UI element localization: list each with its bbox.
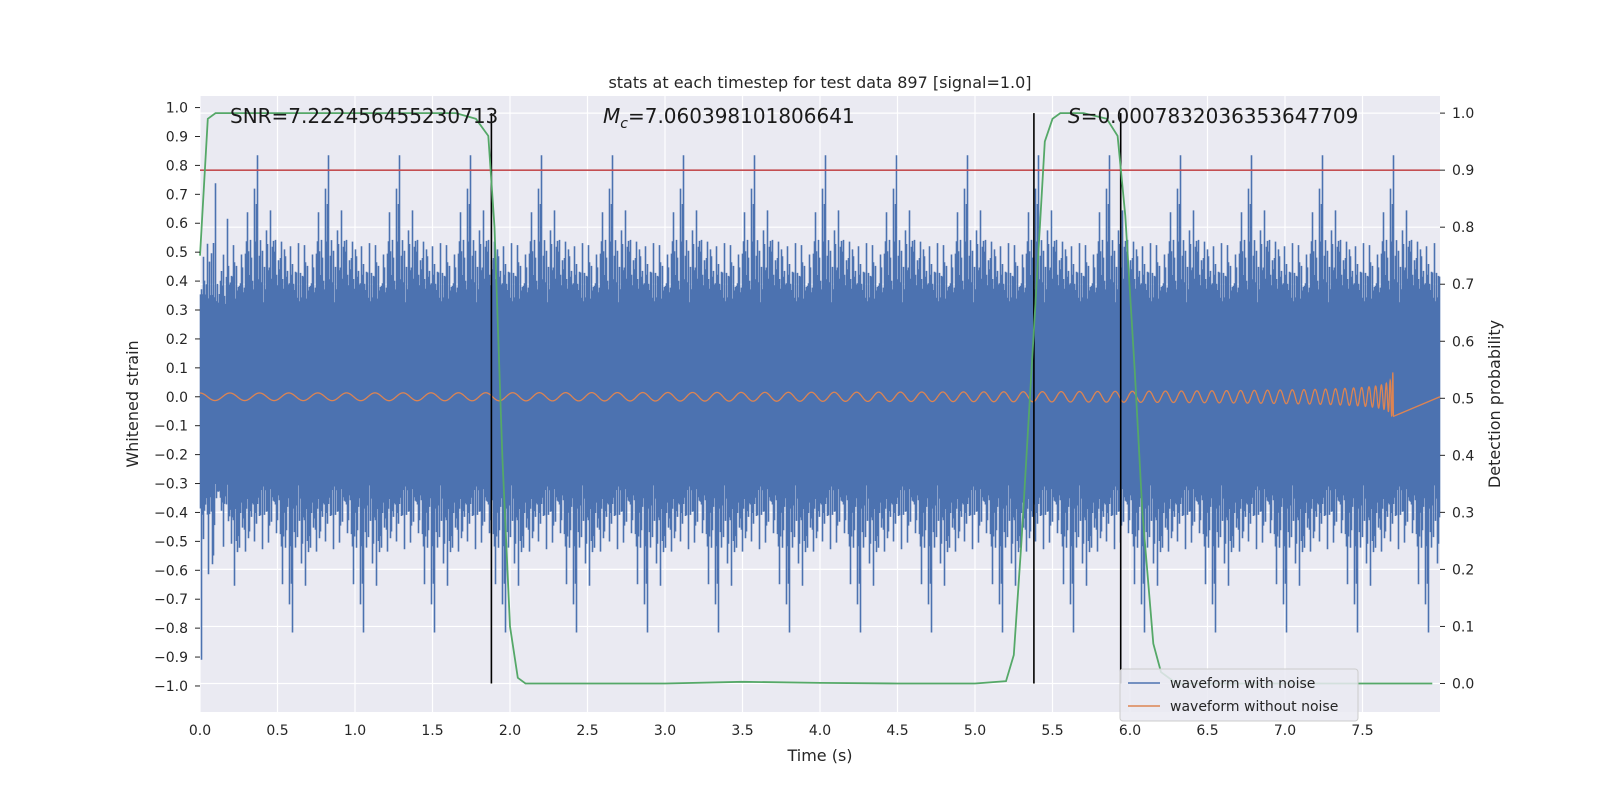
clean-waveform-series — [200, 372, 1441, 418]
right-tick-label: 0.2 — [1452, 562, 1474, 578]
left-tick-label: 0.6 — [166, 216, 188, 232]
left-tick-label: −0.7 — [154, 592, 188, 608]
x-tick-label: 3.5 — [731, 723, 753, 739]
right-tick-label: 0.7 — [1452, 277, 1474, 293]
left-tick-label: −0.4 — [154, 505, 188, 521]
snr-annotation: SNR=7.222456455230713 — [230, 104, 498, 128]
left-tick-label: 0.8 — [166, 158, 188, 174]
mc-annotation: Mc=7.060398101806641 — [603, 104, 855, 132]
s-annotation: S=0.0007832036353647709 — [1068, 104, 1358, 128]
right-tick-label: 0.0 — [1452, 676, 1474, 692]
overlay-lines — [199, 112, 1440, 685]
x-tick-label: 7.5 — [1351, 723, 1373, 739]
left-tick-label: 0.2 — [166, 332, 188, 348]
x-tick-label: 2.0 — [499, 723, 521, 739]
left-tick-label: 0.5 — [166, 245, 188, 261]
left-tick-label: −0.2 — [154, 448, 188, 464]
left-tick-label: 0.7 — [166, 187, 188, 203]
left-tick-label: 0.9 — [166, 129, 188, 145]
x-tick-label: 6.0 — [1119, 723, 1141, 739]
right-tick-label: 0.9 — [1452, 163, 1474, 179]
left-axis-ticks: 1.0 0.9 0.8 0.7 0.6 0.5 0.4 0.3 0.2 0.1 0.0 −0.1 −0.… — [154, 101, 200, 695]
left-tick-label: −0.8 — [154, 621, 188, 637]
left-tick-label: 0.4 — [166, 274, 188, 290]
x-tick-label: 2.5 — [576, 723, 598, 739]
s-annotation-value: =0.0007832036353647709 — [1081, 104, 1359, 128]
x-tick-label: 5.0 — [964, 723, 986, 739]
x-tick-label: 4.0 — [809, 723, 831, 739]
left-tick-label: −1.0 — [154, 679, 188, 695]
left-tick-label: −0.5 — [154, 534, 188, 550]
x-axis-ticks: 0.0 0.5 1.0 1.5 2.0 2.5 3.0 3.5 4.0 4.5 5.0 5.5 6.0 6… — [189, 723, 1374, 739]
left-tick-label: −0.1 — [154, 419, 188, 435]
x-tick-label: 0.5 — [266, 723, 288, 739]
right-tick-label: 0.4 — [1452, 448, 1474, 464]
chart-title: stats at each timestep for test data 897… — [608, 73, 1031, 92]
left-tick-label: 1.0 — [166, 101, 188, 117]
right-tick-label: 0.8 — [1452, 220, 1474, 236]
right-tick-label: 0.6 — [1452, 334, 1474, 350]
x-tick-label: 1.5 — [421, 723, 443, 739]
x-tick-label: 7.0 — [1274, 723, 1296, 739]
legend-noise-label: waveform with noise — [1170, 676, 1315, 692]
right-tick-label: 0.3 — [1452, 505, 1474, 521]
left-tick-label: 0.3 — [166, 303, 188, 319]
clean-waveform-line — [200, 372, 1441, 418]
left-tick-label: −0.3 — [154, 477, 188, 493]
right-axis-ticks: 1.0 0.9 0.8 0.7 0.6 0.5 0.4 0.3 0.2 0.1 0.0 — [1440, 106, 1474, 692]
legend-box — [1119, 668, 1359, 722]
x-tick-label: 1.0 — [344, 723, 366, 739]
x-tick-label: 6.5 — [1196, 723, 1218, 739]
legend: waveform with noise waveform without noi… — [1119, 668, 1359, 722]
right-tick-label: 1.0 — [1452, 106, 1474, 122]
x-axis-label: Time (s) — [786, 746, 852, 765]
left-tick-label: 0.1 — [166, 361, 188, 377]
left-tick-label: 0.0 — [166, 390, 188, 406]
mc-annotation-value: =7.060398101806641 — [628, 104, 855, 128]
left-axis-label: Whitened strain — [123, 340, 142, 467]
x-tick-label: 4.5 — [886, 723, 908, 739]
detection-probability-line — [199, 112, 1433, 685]
left-tick-label: −0.9 — [154, 650, 188, 666]
x-tick-label: 3.0 — [654, 723, 676, 739]
x-tick-label: 5.5 — [1041, 723, 1063, 739]
left-tick-label: −0.6 — [154, 563, 188, 579]
right-axis-label: Detection probability — [1485, 320, 1504, 488]
x-tick-label: 0.0 — [189, 723, 211, 739]
right-tick-label: 0.1 — [1452, 619, 1474, 635]
legend-clean-label: waveform without noise — [1170, 699, 1338, 715]
right-tick-label: 0.5 — [1452, 391, 1474, 407]
